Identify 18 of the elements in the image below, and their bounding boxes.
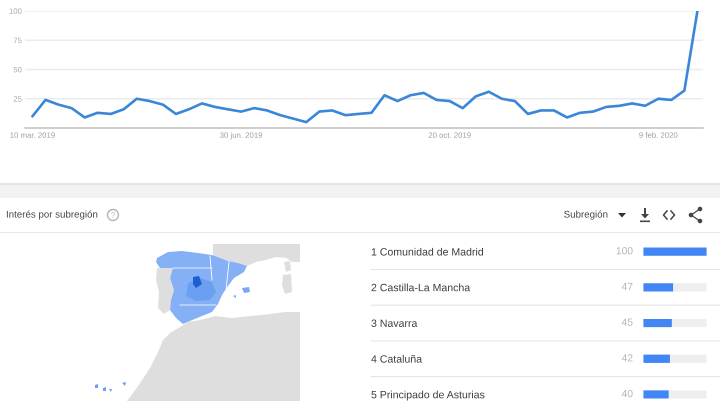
bar xyxy=(643,354,670,363)
y-tick-label: 1 Comunidad de Madrid xyxy=(372,248,483,256)
bar xyxy=(643,283,674,292)
text: Interés por subregión xyxy=(6,210,98,220)
data-label: 45 xyxy=(622,318,633,326)
data-label: 42 xyxy=(622,354,633,362)
text: Subregión xyxy=(564,210,608,220)
bar xyxy=(643,248,707,256)
bar xyxy=(643,390,669,399)
data-label: 40 xyxy=(622,390,633,398)
y-tick-label: 2 Castilla-La Mancha xyxy=(372,284,470,292)
line-series xyxy=(31,11,699,124)
bar xyxy=(643,318,672,328)
y-tick-label: 5 Principado de Asturias xyxy=(371,390,484,400)
y-tick-label: 4 Cataluña xyxy=(371,354,422,363)
data-label: 47 xyxy=(622,282,633,290)
data-label: 100 xyxy=(616,247,633,254)
y-tick-label: 3 Navarra xyxy=(371,320,418,327)
